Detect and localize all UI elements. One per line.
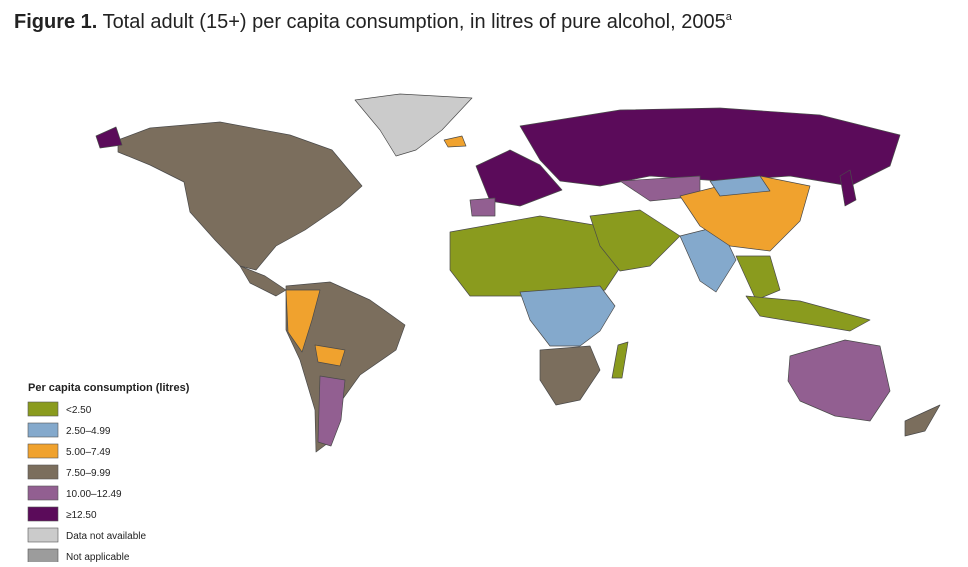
- legend-label: ≥12.50: [66, 510, 97, 521]
- legend-swatch: [27, 506, 59, 522]
- new-zealand: [904, 404, 941, 437]
- russia: [519, 107, 901, 187]
- southern-cone: [317, 375, 346, 447]
- legend-swatch: [27, 401, 59, 417]
- footnote-marker: a: [726, 11, 733, 23]
- mongolia: [709, 175, 771, 197]
- figure-title: Figure 1. Total adult (15+) per capita c…: [14, 11, 733, 33]
- legend-swatch: [27, 464, 59, 480]
- figure-title-text: Total adult (15+) per capita consumption…: [103, 11, 726, 33]
- australia: [787, 339, 891, 422]
- southern-africa: [539, 345, 601, 406]
- middle-east: [589, 209, 681, 272]
- iberia: [469, 197, 496, 217]
- southeast-asia: [735, 255, 781, 301]
- world-map: [95, 93, 941, 453]
- legend-swatch: [27, 548, 59, 564]
- legend-label: 10.00–12.49: [66, 489, 122, 500]
- north-america: [117, 121, 363, 271]
- legend-swatch: [27, 443, 59, 459]
- legend-swatch: [27, 527, 59, 543]
- legend-label: 7.50–9.99: [66, 468, 111, 479]
- bolivia: [314, 344, 346, 367]
- central-africa: [519, 285, 616, 347]
- greenland: [354, 93, 473, 157]
- legend: <2.50 2.50–4.99 5.00–7.49 7.50–9.99 10.00–12…: [27, 401, 146, 564]
- china: [679, 175, 811, 252]
- legend-swatch: [27, 485, 59, 501]
- legend-label: Not applicable: [66, 552, 130, 562]
- figure-label: Figure 1.: [14, 11, 97, 33]
- central-america: [239, 265, 287, 297]
- legend-swatch: [27, 422, 59, 438]
- indonesia: [745, 295, 871, 332]
- legend-label: Data not available: [66, 531, 146, 542]
- legend-label: 5.00–7.49: [66, 447, 111, 458]
- japan: [839, 169, 857, 207]
- alaska-region: [95, 126, 123, 149]
- legend-label: <2.50: [66, 405, 92, 416]
- iceland: [443, 135, 467, 148]
- legend-title: Per capita consumption (litres): [28, 382, 190, 394]
- madagascar: [611, 341, 629, 379]
- andean-region: [285, 289, 321, 353]
- legend-label: 2.50–4.99: [66, 426, 111, 437]
